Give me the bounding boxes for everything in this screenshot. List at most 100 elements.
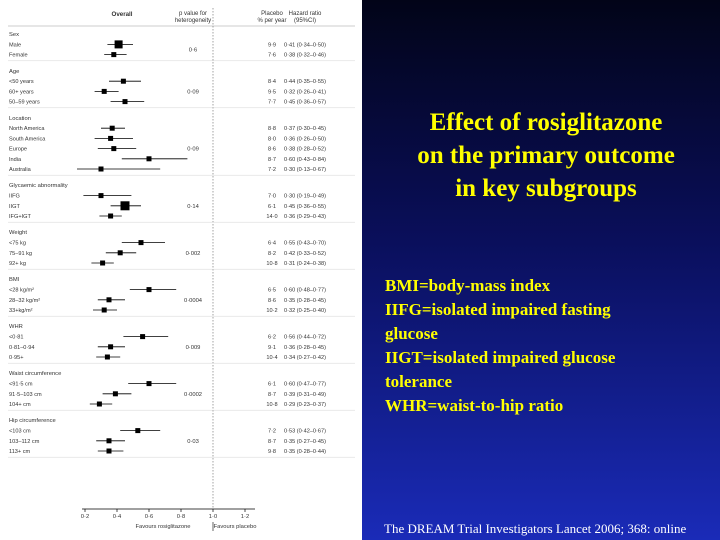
citation: The DREAM Trial Investigators Lancet 200… [384,521,687,536]
group-label: Glycaemic abnormality [9,183,68,189]
row-label: <75 kg [9,241,26,247]
hr-point [120,201,130,211]
placebo-rate: 8·6 [268,147,276,153]
hr-point [106,297,112,303]
hr-value: 0·30 (0·19–0·49) [284,194,326,200]
hr-value: 0·38 (0·28–0·52) [284,147,326,153]
hr-point [140,334,146,340]
x-tick-label: 1·0 [209,514,217,520]
placebo-rate: 9·1 [268,345,276,351]
header-overall: Overall [112,11,133,18]
placebo-rate: 8·8 [268,126,276,132]
hr-value: 0·53 (0·42–0·67) [284,429,326,435]
forest-plot-panel: Overall p value for heterogeneity Placebo% … [8,8,355,531]
hr-point [101,307,107,313]
row-label: 50–59 years [9,100,40,106]
hr-point [104,354,110,360]
hr-point [114,40,123,49]
hr-value: 0·37 (0·30–0·45) [284,126,326,132]
placebo-rate: 9·8 [268,449,276,455]
row-label: Male [9,42,21,48]
hr-point [120,78,126,84]
row-label: Australia [9,167,32,173]
hr-value: 0·39 (0·31–0·49) [284,392,326,398]
abbrev-bmi: BMI=body-mass index [385,276,551,295]
hr-point [109,125,115,131]
header-placebo-2: % per year [257,18,286,24]
row-label: <103 cm [9,429,31,435]
row-label: North America [9,126,45,132]
hr-value: 0·60 (0·43–0·84) [284,157,326,163]
placebo-rate: 9·9 [268,42,276,48]
placebo-rate: 7·2 [268,167,276,173]
row-label: IFG+IGT [9,214,31,220]
title-line-2: on the primary outcome [417,142,675,169]
row-label: 113+ cm [9,449,31,455]
abbrev-iigt-cont: tolerance [385,372,453,391]
abbrev-iifg-cont: glucose [385,324,438,343]
p-heterogeneity: 0·03 [187,439,199,445]
abbrev-whr: WHR=waist-to-hip ratio [385,396,564,415]
abbrev-iigt: IIGT=isolated impaired glucose [385,348,616,367]
row-label: Europe [9,147,27,153]
hr-point [146,381,152,387]
row-label: <91·5 cm [9,382,33,388]
hr-value: 0·30 (0·13–0·67) [284,167,326,173]
x-tick-label: 0·2 [81,514,89,520]
p-heterogeneity: 0·002 [186,251,201,257]
placebo-rate: 7·7 [268,100,276,106]
group-label: Weight [9,230,27,236]
row-label: 91·5–103 cm [9,392,42,398]
hr-point [108,344,114,350]
hr-point [146,287,152,293]
row-label: 28–32 kg/m² [9,298,40,304]
placebo-rate: 7·0 [268,194,276,200]
row-label: India [9,157,22,163]
favours-rosiglitazone: Favours rosiglitazone [135,524,190,530]
hr-point [108,213,114,219]
p-heterogeneity: 0·6 [189,48,197,54]
group-label: Sex [9,32,19,38]
group-label: Location [9,116,31,122]
hr-value: 0·41 (0·34–0·50) [284,42,326,48]
placebo-rate: 8·0 [268,136,276,142]
placebo-rate: 10·4 [266,355,277,361]
placebo-rate: 6·4 [268,241,276,247]
group-label: WHR [9,324,23,330]
row-label: South America [9,136,46,142]
hr-value: 0·56 (0·44–0·72) [284,335,326,341]
p-heterogeneity: 0·09 [187,147,199,153]
hr-value: 0·45 (0·36–0·55) [284,204,326,210]
placebo-rate: 10·2 [266,308,277,314]
row-label: 103–112 cm [9,439,40,445]
hr-value: 0·60 (0·48–0·77) [284,288,326,294]
hr-value: 0·31 (0·24–0·38) [284,261,326,267]
hr-value: 0·45 (0·36–0·57) [284,100,326,106]
abbreviations-legend: BMI=body-mass index IIFG=isolated impair… [385,274,715,418]
group-label: Waist circumference [9,371,61,377]
hr-point [101,88,107,94]
hr-point [106,438,112,444]
header-p-value-2: heterogeneity [175,18,211,24]
abbrev-iifg: IIFG=isolated impaired fasting [385,300,611,319]
hr-value: 0·42 (0·33–0·52) [284,251,326,257]
hr-point [98,193,104,199]
placebo-rate: 8·7 [268,392,276,398]
hr-value: 0·29 (0·23–0·37) [284,402,326,408]
p-heterogeneity: 0·14 [187,204,199,210]
hr-value: 0·32 (0·25–0·40) [284,308,326,314]
hr-value: 0·55 (0·43–0·70) [284,241,326,247]
placebo-rate: 7·2 [268,429,276,435]
row-label: <28 kg/m² [9,288,34,294]
header-placebo: Placebo [261,11,283,17]
hr-point [135,428,141,434]
placebo-rate: 8·4 [268,79,276,85]
row-label: IIFG [9,194,20,200]
header-p-value: p value for [179,11,207,17]
hr-point [108,135,114,141]
row-label: IIGT [9,204,20,210]
hr-point [122,99,128,105]
placebo-rate: 8·2 [268,251,276,257]
hr-value: 0·36 (0·28–0·45) [284,345,326,351]
